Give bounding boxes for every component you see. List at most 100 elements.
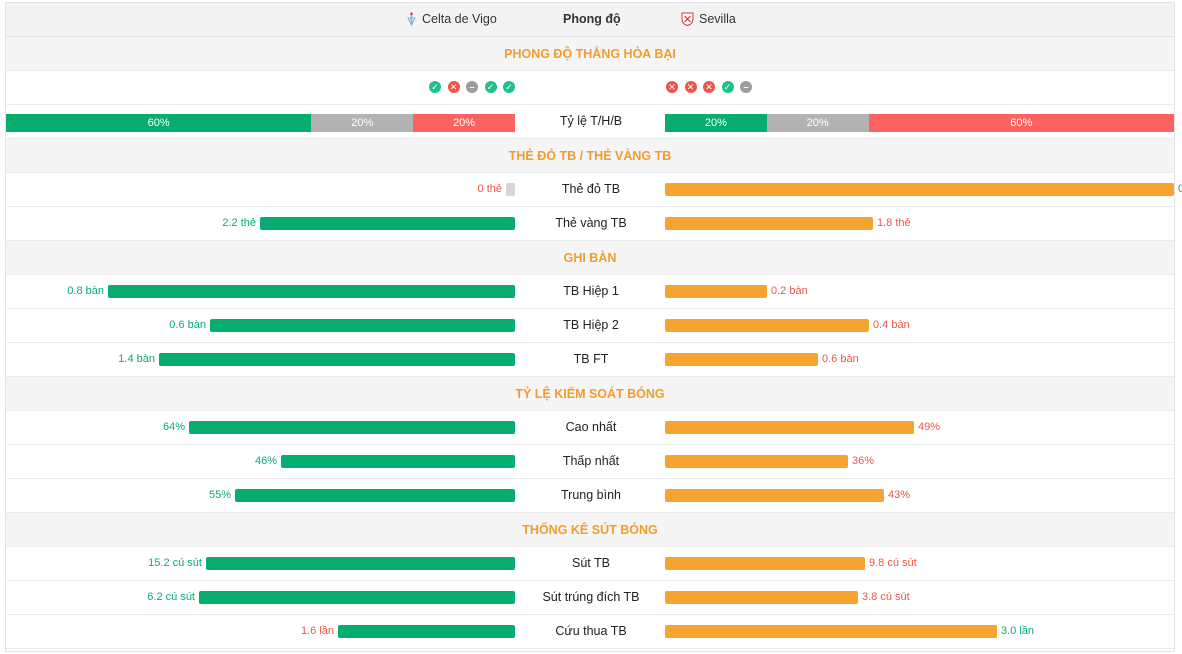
row-label: Thẻ đỏ TB xyxy=(561,182,621,196)
stat-row-yellow-cards: 2.2 thẻ Thẻ vàng TB 1.8 thẻ xyxy=(6,207,1174,241)
stat-row-goals-h1: 0.8 bàn TB Hiệp 1 0.2 bàn xyxy=(6,275,1174,309)
row-label: Cao nhất xyxy=(565,420,617,434)
home-stat-value: 15.2 cú sút xyxy=(148,557,202,569)
row-label: Cứu thua TB xyxy=(555,624,627,638)
away-ratio-bar: 20% 20% 60% xyxy=(665,114,1174,132)
home-stat-bar xyxy=(260,217,515,230)
away-stat-value: 3.0 lần xyxy=(1001,625,1035,637)
row-label: TB FT xyxy=(573,352,609,366)
away-draw-segment: 20% xyxy=(766,114,869,132)
stat-row-goals-ft: 1.4 bàn TB FT 0.6 bàn xyxy=(6,343,1174,377)
win-check-icon: ✓ xyxy=(721,81,734,93)
loss-x-icon: ✕ xyxy=(447,81,460,93)
home-stat-value: 0.6 bàn xyxy=(169,319,206,331)
home-team[interactable]: Celta de Vigo xyxy=(406,12,497,26)
stat-row-shots: 15.2 cú sút Sút TB 9.8 cú sút xyxy=(6,547,1174,581)
away-form-icons: ✕ ✕ ✕ ✓ – xyxy=(666,81,759,93)
stat-row-possession-high: 64% Cao nhất 49% xyxy=(6,411,1174,445)
home-stat-value: 55% xyxy=(208,489,231,501)
home-stat-bar xyxy=(210,319,515,332)
away-stat-value: 0.6 bàn xyxy=(822,353,859,365)
away-win-segment: 20% xyxy=(665,114,767,132)
away-stat-bar xyxy=(665,625,997,638)
row-label: Thẻ vàng TB xyxy=(555,216,627,230)
home-stat-value: 2.2 thẻ xyxy=(222,217,256,229)
away-stat-value: 49% xyxy=(918,421,941,433)
draw-dash-icon: – xyxy=(740,81,752,93)
home-stat-value: 46% xyxy=(254,455,277,467)
away-stat-value: 36% xyxy=(852,455,875,467)
away-stat-value: 3.8 cú sút xyxy=(862,591,910,603)
home-stat-bar xyxy=(159,353,515,366)
home-stat-bar xyxy=(281,455,515,468)
away-stat-bar xyxy=(665,421,914,434)
away-loss-segment: 60% xyxy=(868,114,1174,132)
row-label: TB Hiệp 1 xyxy=(563,284,619,298)
home-stat-bar xyxy=(189,421,515,434)
page-title: Phong độ xyxy=(563,12,621,26)
row-label: Sút TB xyxy=(572,556,610,570)
away-stat-bar xyxy=(665,591,858,604)
away-stat-bar xyxy=(665,319,869,332)
celta-crest-icon xyxy=(407,12,416,26)
home-stat-bar xyxy=(108,285,515,298)
stat-row-possession-low: 46% Thấp nhất 36% xyxy=(6,445,1174,479)
home-form-icons: ✓ ✕ – ✓ ✓ xyxy=(429,81,522,93)
stat-row-saves: 1.6 lần Cứu thua TB 3.0 lần xyxy=(6,615,1174,649)
row-label: TB Hiệp 2 xyxy=(563,318,619,332)
home-stat-value: 1.6 lần xyxy=(300,625,334,637)
home-team-name: Celta de Vigo xyxy=(422,12,497,26)
win-check-icon: ✓ xyxy=(484,81,497,93)
away-stat-bar xyxy=(665,217,873,230)
section-possession: TỶ LỆ KIỂM SOÁT BÓNG xyxy=(6,377,1174,411)
away-team-name: Sevilla xyxy=(699,12,736,26)
home-win-segment: 60% xyxy=(6,114,312,132)
stat-row-possession-avg: 55% Trung bình 43% xyxy=(6,479,1174,513)
home-stat-value: 6.2 cú sút xyxy=(147,591,195,603)
form-icons-row: ✓ ✕ – ✓ ✓ ✕ ✕ ✕ ✓ – xyxy=(6,71,1174,105)
away-stat-bar xyxy=(665,183,1174,196)
away-team[interactable]: Sevilla xyxy=(681,12,736,26)
away-stat-value: 43% xyxy=(888,489,911,501)
away-stat-value: 0.2 thẻ xyxy=(1178,183,1182,195)
stat-row-goals-h2: 0.6 bàn TB Hiệp 2 0.4 bàn xyxy=(6,309,1174,343)
row-label: Thấp nhất xyxy=(562,454,620,468)
away-stat-value: 0.2 bàn xyxy=(771,285,808,297)
away-stat-value: 1.8 thẻ xyxy=(877,217,911,229)
away-stat-value: 9.8 cú sút xyxy=(869,557,917,569)
home-draw-segment: 20% xyxy=(311,114,414,132)
home-stat-value: 0 thẻ xyxy=(477,183,502,195)
away-stat-bar xyxy=(665,557,865,570)
form-comparison-panel: Celta de Vigo Phong độ Sevilla PHONG ĐỘ … xyxy=(5,2,1182,652)
away-stat-bar xyxy=(665,285,767,298)
away-stat-bar xyxy=(665,455,848,468)
row-label: Sút trúng đích TB xyxy=(542,590,640,604)
section-goals: GHI BÀN xyxy=(6,241,1174,275)
home-stat-bar xyxy=(206,557,515,570)
section-shots: THỐNG KÊ SÚT BÓNG xyxy=(6,513,1174,547)
section-form: PHONG ĐỘ THẮNG HÒA BẠI xyxy=(6,37,1174,71)
away-stat-bar xyxy=(665,489,884,502)
loss-x-icon: ✕ xyxy=(684,81,697,93)
row-label: Tỷ lệ T/H/B xyxy=(559,114,623,128)
home-stat-value: 1.4 bàn xyxy=(118,353,155,365)
row-label: Trung bình xyxy=(561,488,621,502)
draw-dash-icon: – xyxy=(466,81,478,93)
home-stat-bar xyxy=(338,625,515,638)
section-cards: THẺ ĐỎ TB / THẺ VÀNG TB xyxy=(6,139,1174,173)
home-stat-value: 64% xyxy=(162,421,185,433)
header: Celta de Vigo Phong độ Sevilla xyxy=(6,3,1174,37)
home-stat-bar xyxy=(235,489,515,502)
away-stat-bar xyxy=(665,353,818,366)
home-stat-bar xyxy=(199,591,515,604)
home-loss-segment: 20% xyxy=(413,114,515,132)
form-ratio-row: 60% 20% 20% Tỷ lệ T/H/B 20% 20% 60% xyxy=(6,105,1174,139)
sevilla-crest-icon xyxy=(681,12,694,26)
home-stat-value: 0.8 bàn xyxy=(67,285,104,297)
stat-row-shots-on-target: 6.2 cú sút Sút trúng đích TB 3.8 cú sút xyxy=(6,581,1174,615)
stat-row-red-cards: 0 thẻ Thẻ đỏ TB 0.2 thẻ xyxy=(6,173,1182,207)
win-check-icon: ✓ xyxy=(503,81,515,93)
loss-x-icon: ✕ xyxy=(666,81,678,93)
away-stat-value: 0.4 bàn xyxy=(873,319,910,331)
loss-x-icon: ✕ xyxy=(703,81,715,93)
